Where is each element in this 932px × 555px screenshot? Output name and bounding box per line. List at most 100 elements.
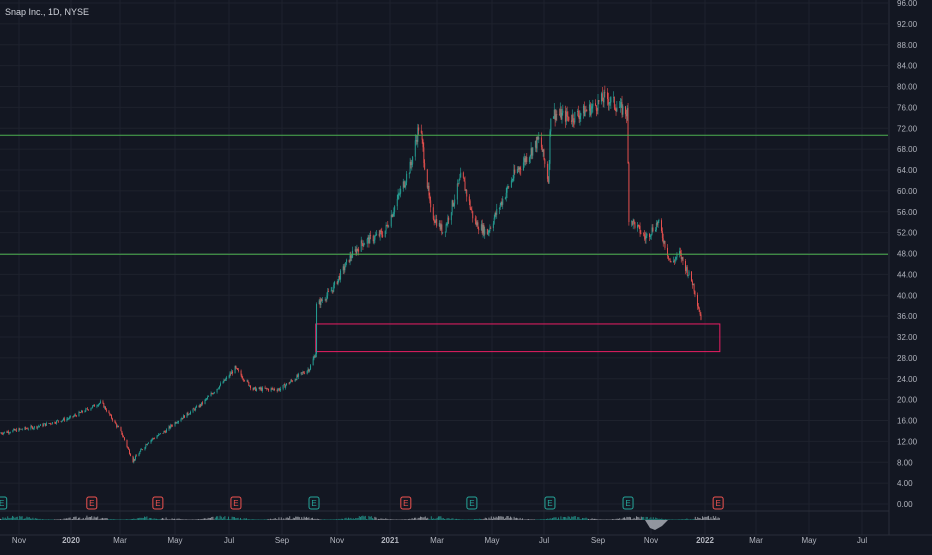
volume-bar bbox=[441, 518, 443, 520]
earnings-marker[interactable] bbox=[466, 496, 478, 510]
volume-bar bbox=[278, 517, 280, 520]
candle-body bbox=[345, 262, 347, 268]
volume-bar bbox=[638, 517, 640, 520]
volume-bar bbox=[154, 518, 156, 520]
volume-bar bbox=[396, 519, 397, 520]
volume-bar bbox=[556, 519, 558, 520]
demand-zone-box[interactable] bbox=[315, 323, 721, 353]
earnings-marker-label: E bbox=[155, 499, 160, 508]
volume-bar bbox=[267, 518, 269, 520]
candle-body bbox=[26, 428, 28, 430]
earnings-marker[interactable] bbox=[230, 496, 242, 510]
candle-body bbox=[62, 420, 64, 421]
candle-body bbox=[606, 92, 608, 99]
volume-bar bbox=[564, 516, 565, 520]
candle-body bbox=[232, 371, 233, 374]
candle-body bbox=[319, 300, 321, 306]
volume-bar bbox=[622, 517, 624, 520]
candle-body bbox=[126, 439, 128, 447]
volume-bar bbox=[574, 516, 576, 520]
volume-bar bbox=[541, 519, 543, 520]
candle-body bbox=[368, 237, 370, 244]
candle-body bbox=[140, 449, 142, 452]
candle-body bbox=[580, 113, 582, 116]
volume-bar bbox=[327, 519, 329, 520]
volume-bar bbox=[613, 519, 615, 520]
candle-body bbox=[505, 192, 507, 198]
volume-bar bbox=[109, 519, 111, 520]
candle-body bbox=[273, 388, 275, 390]
candle-body bbox=[380, 230, 382, 232]
earnings-marker[interactable] bbox=[0, 496, 8, 510]
price-axis[interactable]: 96.00 92.00 88.00 84.00 80.00 76.00 72.00 68.00… bbox=[888, 0, 932, 550]
time-tick-label: Nov bbox=[330, 536, 344, 545]
earnings-marker[interactable] bbox=[622, 496, 634, 510]
volume-bar bbox=[567, 516, 569, 520]
earnings-marker[interactable] bbox=[308, 496, 320, 510]
volume-bar bbox=[122, 519, 124, 520]
volume-bar bbox=[469, 519, 471, 520]
volume-bar bbox=[19, 515, 21, 520]
candle-body bbox=[649, 233, 650, 238]
candle-body bbox=[236, 367, 238, 369]
volume-bar bbox=[553, 517, 555, 520]
volume-bar bbox=[308, 517, 310, 520]
candle-body bbox=[153, 438, 155, 439]
candle-body bbox=[628, 163, 630, 223]
candle-body bbox=[638, 225, 640, 227]
earnings-marker[interactable] bbox=[86, 496, 98, 510]
candle-body bbox=[668, 258, 670, 260]
volume-bar bbox=[66, 518, 67, 520]
candle-body bbox=[33, 428, 34, 429]
time-axis[interactable]: Nov 2020 Mar May Jul Sep Nov 2021 Mar May Jul Sep No… bbox=[0, 534, 932, 545]
volume-bar bbox=[703, 517, 705, 520]
volume-dip bbox=[645, 520, 668, 530]
volume-bar bbox=[16, 516, 18, 520]
volume-bar bbox=[279, 519, 281, 520]
candle-body bbox=[165, 431, 167, 433]
volume-bar bbox=[496, 517, 498, 520]
volume-bar bbox=[322, 519, 324, 520]
candle-body bbox=[230, 373, 232, 375]
candle-body bbox=[337, 278, 339, 285]
time-tick-label: Mar bbox=[430, 536, 444, 545]
candle-body bbox=[296, 375, 298, 380]
volume-bar bbox=[433, 518, 435, 520]
volume-bar bbox=[542, 519, 544, 520]
candle-body bbox=[679, 251, 681, 253]
earnings-marker[interactable] bbox=[544, 496, 556, 510]
candle-body bbox=[240, 370, 242, 376]
candle-body bbox=[253, 387, 255, 390]
earnings-marker[interactable] bbox=[400, 496, 412, 510]
candle-body bbox=[661, 220, 662, 232]
candle-body bbox=[123, 436, 124, 438]
candle-body bbox=[300, 372, 302, 374]
earnings-marker[interactable] bbox=[152, 496, 164, 510]
candle-body bbox=[222, 382, 224, 384]
time-tick-label: Sep bbox=[591, 536, 606, 545]
volume-bar bbox=[562, 516, 564, 520]
candle-body bbox=[536, 136, 538, 149]
candle-body bbox=[534, 140, 536, 148]
volume-bar bbox=[652, 517, 654, 520]
candle-body bbox=[566, 111, 568, 117]
earnings-marker-label: E bbox=[0, 499, 4, 508]
price-tick-label: 88.00 bbox=[897, 41, 918, 50]
volume-bar bbox=[408, 519, 409, 520]
volume-bar bbox=[547, 518, 549, 520]
volume-bar bbox=[6, 518, 7, 520]
volume-bar bbox=[379, 519, 381, 520]
volume-bar bbox=[240, 517, 241, 520]
candle-body bbox=[381, 231, 383, 236]
earnings-marker[interactable] bbox=[712, 496, 724, 510]
candle-body bbox=[115, 422, 117, 425]
volume-bar bbox=[10, 517, 12, 520]
volume-bar bbox=[657, 518, 659, 520]
candle-body bbox=[244, 380, 245, 382]
earnings-marker-label: E bbox=[715, 499, 720, 508]
volume-bar bbox=[421, 516, 423, 520]
volume-bar bbox=[97, 516, 99, 520]
candle-body bbox=[428, 185, 430, 196]
